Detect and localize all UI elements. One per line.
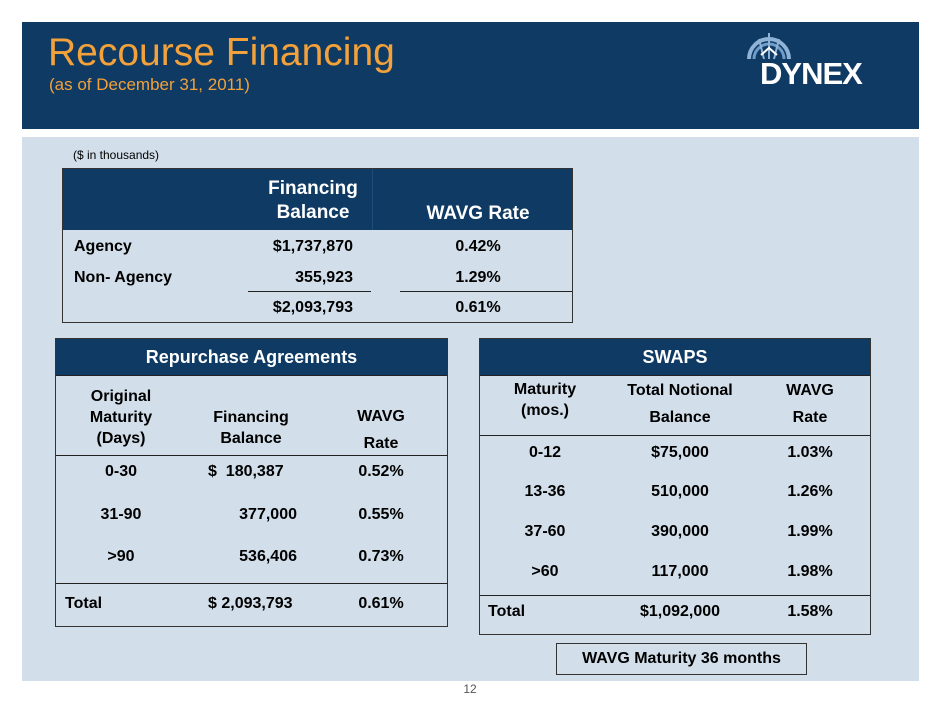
row-balance: $1,737,870 (272, 238, 353, 255)
units-note: ($ in thousands) (73, 148, 160, 162)
total-label: Total (488, 603, 526, 620)
subtotal-rule (248, 291, 371, 292)
logo-arch-icon (747, 33, 791, 59)
row-rate: 1.29% (455, 269, 501, 286)
total-rate: 1.58% (787, 603, 833, 620)
page-number: 12 (463, 682, 477, 696)
table-row-maturity: 31-90 (100, 506, 142, 523)
table-row-rate: 1.03% (787, 444, 833, 461)
header-rule (56, 375, 447, 376)
table-row-maturity: 0-30 (104, 463, 138, 480)
repurchase-title: Repurchase Agreements (56, 339, 447, 375)
financing-summary-header (63, 169, 572, 230)
subtotal-rule (400, 291, 572, 292)
table-row-rate: 0.52% (358, 463, 404, 480)
table-row-balance: $75,000 (651, 444, 709, 461)
col-financing-balance: Financing Balance (268, 178, 358, 223)
row-label: Non- Agency (74, 269, 173, 286)
table-row-maturity: 0-12 (528, 444, 562, 461)
col-maturity: Maturity (mos.) (513, 381, 577, 419)
header-divider (372, 169, 373, 230)
swaps-table: SWAPS Maturity (mos.) Total Notional Bal… (479, 338, 871, 635)
total-rate: 0.61% (455, 299, 501, 316)
col-wavg-rate: WAVG Rate (786, 382, 834, 426)
total-rule (480, 595, 870, 596)
row-label: Agency (74, 238, 132, 255)
page-subtitle: (as of December 31, 2011) (49, 75, 250, 94)
total-rule (56, 583, 447, 584)
total-label: Total (65, 595, 103, 612)
table-row-balance: 510,000 (651, 483, 709, 500)
table-row-balance: 377,000 (239, 506, 297, 523)
table-row-maturity: 13-36 (524, 483, 566, 500)
financing-summary-table: Financing Balance WAVG Rate Agency $1,73… (62, 168, 573, 323)
row-rate: 0.42% (455, 238, 501, 255)
table-row-balance: $ 180,387 (208, 463, 284, 480)
columns-rule (480, 435, 870, 436)
table-row-rate: 1.26% (787, 483, 833, 500)
total-balance: $2,093,793 (272, 299, 353, 316)
swaps-title: SWAPS (480, 339, 870, 375)
total-balance: $1,092,000 (639, 603, 721, 620)
col-wavg-rate: WAVG Rate (357, 408, 405, 452)
total-balance: $ 2,093,793 (208, 595, 293, 612)
table-row-rate: 0.55% (358, 506, 404, 523)
table-row-balance: 536,406 (239, 548, 297, 565)
dynex-logo: DYNEX (740, 25, 880, 91)
col-original-maturity: Original Maturity (Days) (89, 388, 153, 447)
header-rule (480, 375, 870, 376)
columns-rule (56, 455, 447, 456)
table-row-maturity: >60 (531, 563, 559, 580)
table-row-balance: 117,000 (651, 563, 709, 580)
col-financing-balance: Financing Balance (213, 409, 289, 447)
table-row-rate: 0.73% (358, 548, 404, 565)
table-row-balance: 390,000 (651, 523, 709, 540)
table-row-maturity: >90 (107, 548, 135, 565)
total-rate: 0.61% (358, 595, 404, 612)
table-row-rate: 1.99% (787, 523, 833, 540)
wavg-maturity-note: WAVG Maturity 36 months (556, 643, 807, 675)
col-wavg-rate: WAVG Rate (426, 203, 530, 224)
row-balance: 355,923 (295, 269, 353, 286)
logo-wordmark: DYNEX (760, 56, 863, 91)
repurchase-agreements-table: Repurchase Agreements Original Maturity … (55, 338, 448, 627)
table-row-maturity: 37-60 (524, 523, 566, 540)
col-total-notional: Total Notional Balance (627, 382, 733, 426)
table-row-rate: 1.98% (787, 563, 833, 580)
page-title: Recourse Financing (48, 31, 395, 74)
